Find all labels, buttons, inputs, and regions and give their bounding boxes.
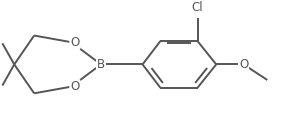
Text: B: B (97, 58, 105, 71)
Text: O: O (70, 36, 80, 49)
Text: Cl: Cl (192, 1, 203, 14)
Text: O: O (70, 80, 80, 93)
Text: O: O (239, 58, 248, 71)
